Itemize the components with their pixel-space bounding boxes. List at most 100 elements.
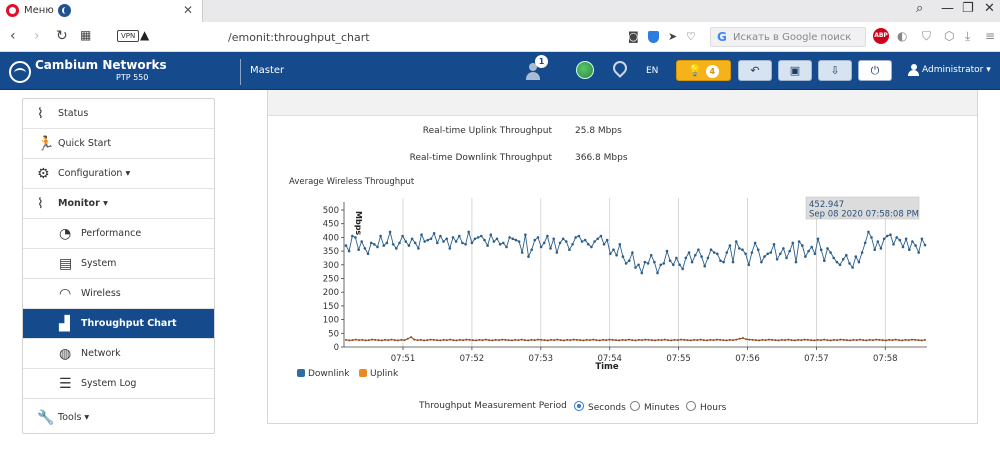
google-search-box[interactable]: G Искать в Google поиск (710, 27, 866, 47)
header-divider (240, 59, 241, 85)
downlink-label: Real-time Downlink Throughput (409, 153, 552, 163)
send-icon[interactable]: ➤ (668, 30, 678, 43)
sidebar-nav: ⌇ Status 🏃 Quick Start ⚙ Configuration ▾… (22, 98, 215, 434)
camera-icon[interactable]: ◙ (628, 30, 639, 43)
admin-user-icon (908, 64, 919, 76)
sidebar-item-configuration[interactable]: ⚙ Configuration ▾ (23, 159, 214, 189)
download-icon[interactable]: ⤓ (965, 29, 971, 43)
sidebar-item-throughput-chart[interactable]: ▟ Throughput Chart (23, 309, 214, 339)
language-selector[interactable]: EN (646, 66, 659, 76)
brand-name: Cambium Networks (35, 58, 167, 72)
period-hours-radio[interactable]: Hours (686, 401, 726, 413)
address-bar: ‹ › ↻ ▦ VPN ▲ /emonit:throughput_chart ◙… (0, 22, 1000, 52)
uplink-label: Real-time Uplink Throughput (422, 126, 552, 136)
sidebar-item-label: Tools ▾ (58, 412, 90, 423)
menu-icon[interactable]: ≡ (985, 29, 996, 43)
sidebar-item-status[interactable]: ⌇ Status (23, 99, 214, 129)
downlink-value: 366.8 Mbps (575, 153, 628, 163)
device-model: PTP 550 (116, 73, 149, 82)
speed-dial-icon[interactable]: ▦ (80, 28, 92, 42)
undo-button[interactable]: ↶ (738, 60, 772, 81)
cambium-logo-icon (9, 61, 31, 83)
sidebar-item-tools[interactable]: 🔧 Tools ▾ (23, 403, 214, 433)
opera-logo-icon[interactable] (6, 4, 19, 17)
status-icon: ⌇ (37, 106, 44, 122)
sidebar-item-performance[interactable]: ◔ Performance (23, 219, 214, 249)
lightbulb-icon: 💡 (688, 64, 702, 77)
location-pin-icon[interactable] (613, 61, 625, 77)
cube-icon[interactable]: ⬡ (944, 29, 955, 43)
sidebar-item-quick-start[interactable]: 🏃 Quick Start (23, 129, 214, 159)
extension-shield-icon[interactable]: ⛉ (922, 29, 932, 43)
shield-icon[interactable] (648, 31, 659, 43)
legend-downlink[interactable]: Downlink (297, 369, 349, 379)
radio-button[interactable] (574, 401, 584, 411)
vpn-badge[interactable]: VPN (117, 30, 140, 42)
save-button[interactable]: ▣ (778, 60, 812, 81)
minimize-icon[interactable]: — (941, 1, 954, 16)
monitor-icon: ⌇ (37, 196, 44, 212)
log-icon: ☰ (59, 376, 72, 392)
sidebar-item-label: Wireless (81, 288, 121, 299)
sidebar-item-system-log[interactable]: ☰ System Log (23, 369, 214, 399)
sidebar-item-label: System (81, 258, 117, 269)
sidebar-item-wireless[interactable]: ◠ Wireless (23, 279, 214, 309)
radio-button[interactable] (686, 401, 696, 411)
radio-button[interactable] (630, 401, 640, 411)
alarms-button[interactable]: 💡 4 (676, 60, 731, 81)
globe-icon: ◍ (59, 346, 72, 362)
bar-chart-icon: ▟ (59, 316, 70, 332)
uplink-value: 25.8 Mbps (575, 126, 622, 136)
browser-tab[interactable]: Меню ✕ (0, 0, 203, 22)
favicon-icon (58, 4, 71, 17)
users-count-badge: 1 (535, 55, 548, 68)
maximize-icon[interactable]: ❐ (962, 1, 974, 16)
globe-icon[interactable] (576, 61, 594, 79)
period-minutes-radio[interactable]: Minutes (630, 401, 679, 413)
tab-close-icon[interactable]: ✕ (183, 3, 194, 17)
users-icon[interactable] (525, 63, 541, 81)
radio-label: Seconds (588, 403, 626, 413)
url-field[interactable]: /emonit:throughput_chart (228, 31, 370, 44)
panel-header (268, 90, 977, 116)
gauge-icon: ◔ (59, 226, 72, 242)
heart-icon[interactable]: ♡ (686, 30, 696, 43)
quick-start-icon: 🏃 (37, 136, 55, 152)
sidebar-item-label: Configuration ▾ (58, 168, 131, 179)
sidebar-item-label: Monitor ▾ (58, 198, 108, 209)
chart-title: Average Wireless Throughput (289, 177, 415, 187)
extension-icon[interactable]: ◐ (897, 29, 908, 43)
warning-icon[interactable]: ▲ (140, 28, 150, 42)
sidebar-item-label: Network (81, 348, 121, 359)
sidebar-item-network[interactable]: ◍ Network (23, 339, 214, 369)
google-icon: G (717, 30, 727, 44)
sidebar-item-system[interactable]: ▤ System (23, 249, 214, 279)
reboot-button[interactable]: ⏻ (858, 60, 892, 81)
downlink-swatch (297, 369, 305, 377)
forward-icon[interactable]: › (34, 28, 40, 44)
uplink-swatch (359, 369, 367, 377)
period-seconds-radio[interactable]: Seconds (574, 401, 626, 413)
legend-uplink[interactable]: Uplink (359, 369, 398, 379)
search-placeholder: Искать в Google поиск (733, 32, 852, 43)
window-close-icon[interactable]: ✕ (984, 1, 995, 16)
browser-search-icon[interactable]: ⌕ (916, 1, 924, 16)
user-name: Administrator (922, 65, 984, 75)
sidebar-item-label: Performance (81, 228, 142, 239)
reload-icon[interactable]: ↻ (56, 28, 68, 44)
user-menu[interactable]: Administrator ▾ (922, 65, 991, 75)
period-label: Throughput Measurement Period (419, 401, 567, 411)
adblock-icon[interactable]: ABP (873, 28, 889, 44)
system-icon: ▤ (59, 256, 73, 272)
sidebar-item-monitor[interactable]: ⌇ Monitor ▾ (23, 189, 214, 219)
sidebar-item-label: Throughput Chart (81, 318, 177, 329)
browser-menu-label[interactable]: Меню (24, 5, 54, 16)
back-icon[interactable]: ‹ (10, 28, 16, 44)
gear-icon: ⚙ (37, 166, 50, 182)
sidebar-item-label: Status (58, 108, 89, 119)
undo-icon: ↶ (750, 64, 760, 77)
radio-label: Minutes (644, 403, 680, 413)
apply-icon: ⇩ (830, 64, 840, 77)
save-icon: ▣ (789, 64, 801, 77)
apply-button[interactable]: ⇩ (818, 60, 852, 81)
